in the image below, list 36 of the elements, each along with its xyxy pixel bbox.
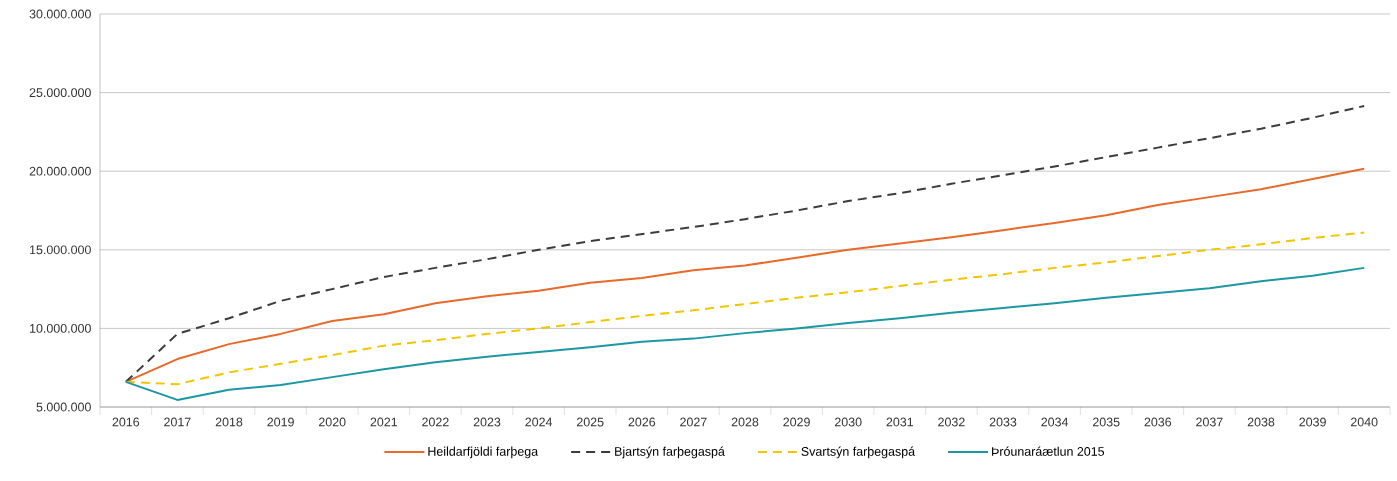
y-tick-label: 5.000.000 [36,402,91,412]
x-tick-label: 2034 [1041,417,1069,427]
line-series [124,266,1366,401]
y-tick-label: 30.000.000 [29,9,91,19]
x-tick-label: 2040 [1350,417,1378,427]
x-tick-label: 2033 [989,417,1017,427]
y-tick-label: 10.000.000 [30,324,91,333]
x-tick-label: 2018 [215,417,243,427]
y-tick-label: 25.000.000 [29,88,91,98]
y-tick-label: 20.000.000 [29,166,91,176]
x-tick-label: 2027 [680,417,707,427]
x-tick-label: 2031 [886,417,914,427]
x-tick-label: 2019 [267,417,294,427]
x-tick-label: 2030 [834,417,862,427]
x-tick-label: 2035 [1092,417,1120,427]
legend-label: Svartsýn farþegaspá [801,446,916,459]
x-tick-label: 2017 [164,417,191,427]
x-tick-label: 2036 [1144,417,1172,427]
x-tick-label: 2029 [783,417,810,427]
legend-label: Þróunaráætlun 2015 [992,446,1105,456]
x-tick-label: 2024 [525,417,553,427]
x-tick-label: 2025 [576,417,604,427]
x-tick-label: 2032 [938,417,965,427]
x-tick-label: 2022 [422,417,449,427]
x-tick-label: 2039 [1299,417,1326,427]
x-tick-label: 2021 [370,417,398,427]
x-tick-label: 2028 [731,417,759,427]
x-tick-label: 2026 [628,417,656,427]
x-tick-label: 2020 [318,417,346,427]
y-tick-label: 15.000.000 [30,245,91,255]
legend-label: Bjartsýn farþegaspá [615,446,725,459]
x-tick-label: 2038 [1247,417,1275,427]
x-tick-label: 2016 [112,417,140,427]
legend-label: Heildarfjöldi farþega [428,446,539,459]
x-tick-label: 2023 [473,417,501,427]
x-tick-label: 2037 [1196,417,1223,427]
